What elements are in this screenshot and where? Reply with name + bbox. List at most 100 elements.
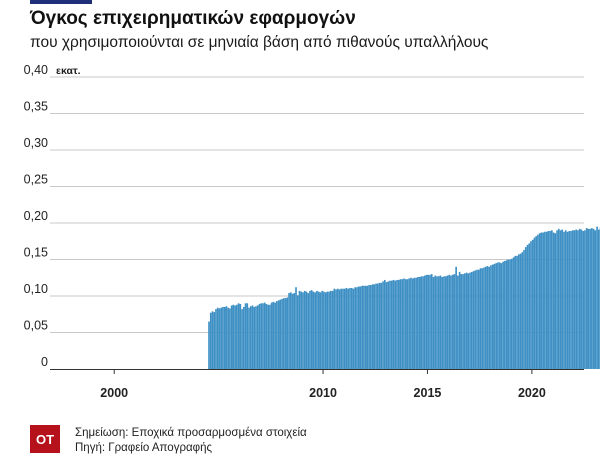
- bar: [437, 276, 440, 369]
- bar: [324, 292, 327, 369]
- bar: [390, 280, 393, 369]
- bar: [403, 278, 405, 369]
- bar: [441, 277, 444, 369]
- bar: [296, 295, 299, 369]
- bar: [507, 259, 510, 369]
- bar: [237, 303, 240, 369]
- bar: [335, 289, 337, 369]
- bar: [342, 288, 344, 369]
- bar: [577, 230, 579, 369]
- bar: [453, 274, 456, 369]
- bar: [307, 293, 310, 369]
- y-tick-label: 0,25: [24, 173, 48, 187]
- x-tick-label: 2010: [309, 386, 337, 400]
- bar: [469, 272, 471, 369]
- bar: [444, 276, 447, 369]
- bar: [248, 307, 250, 369]
- bar: [580, 229, 583, 369]
- bar: [591, 228, 593, 369]
- bar: [354, 287, 357, 369]
- bar: [573, 230, 576, 369]
- y-tick-label: 0,10: [24, 282, 48, 296]
- bar: [396, 279, 398, 369]
- bar: [571, 230, 574, 369]
- bar: [211, 311, 214, 369]
- bar: [330, 290, 332, 369]
- bar: [262, 303, 264, 369]
- bar: [289, 292, 292, 369]
- bar: [483, 267, 485, 369]
- bar: [364, 285, 367, 369]
- bar: [347, 288, 350, 369]
- bar: [281, 298, 283, 369]
- bar: [326, 291, 329, 369]
- bar: [380, 282, 383, 369]
- bar: [352, 288, 355, 369]
- bar: [227, 307, 229, 369]
- bar: [340, 288, 343, 369]
- bar: [451, 274, 454, 369]
- bar: [592, 228, 595, 369]
- bar: [319, 292, 322, 369]
- bar: [255, 306, 257, 369]
- bar: [443, 276, 445, 369]
- bar: [253, 306, 256, 369]
- bar: [497, 262, 499, 369]
- x-tick-label: 2000: [100, 386, 128, 400]
- bar: [551, 230, 553, 369]
- bar: [216, 307, 219, 369]
- bar: [350, 287, 353, 369]
- bar: [476, 269, 478, 369]
- bar: [429, 274, 431, 369]
- bar: [472, 271, 475, 369]
- bar: [251, 305, 254, 369]
- bar: [408, 278, 410, 369]
- source-note: Πηγή: Γραφείο Απογραφής: [75, 442, 213, 454]
- bar: [370, 285, 372, 369]
- bar: [422, 276, 424, 369]
- bar: [575, 229, 578, 369]
- bar: [371, 284, 374, 369]
- bar: [256, 305, 259, 369]
- bar: [382, 281, 384, 369]
- bar: [310, 290, 313, 369]
- bar: [563, 231, 565, 369]
- bar: [359, 286, 362, 369]
- bar: [542, 232, 544, 369]
- bar: [486, 266, 489, 369]
- bar: [587, 228, 590, 369]
- bar: [568, 231, 571, 369]
- bar: [552, 232, 555, 369]
- bar: [265, 304, 268, 369]
- bar: [420, 276, 423, 369]
- bar: [594, 230, 597, 369]
- bar: [517, 254, 520, 369]
- bar: [585, 228, 588, 369]
- bar: [535, 236, 538, 369]
- bar: [246, 303, 249, 369]
- y-tick-label: 0,35: [24, 100, 48, 114]
- bar: [464, 273, 466, 369]
- bar: [448, 274, 450, 369]
- bar: [484, 266, 487, 369]
- bar: [223, 306, 226, 369]
- bar: [418, 277, 421, 369]
- y-tick-label: 0,15: [24, 246, 48, 260]
- bar: [528, 243, 531, 369]
- bar: [295, 287, 297, 369]
- bar: [213, 312, 216, 369]
- bar: [521, 252, 524, 369]
- bar: [401, 279, 404, 369]
- bar: [333, 288, 336, 369]
- bar: [293, 293, 296, 369]
- bar: [215, 309, 217, 369]
- bar: [406, 279, 409, 369]
- y-tick-label: 0,40: [24, 63, 48, 77]
- bar: [263, 302, 266, 369]
- bar: [516, 255, 518, 369]
- bar: [432, 277, 435, 369]
- footnote: Σημείωση: Εποχικά προσαρμοσμένα στοιχεία: [75, 427, 307, 439]
- bar: [276, 301, 278, 369]
- bar: [417, 277, 419, 369]
- bar: [345, 287, 348, 369]
